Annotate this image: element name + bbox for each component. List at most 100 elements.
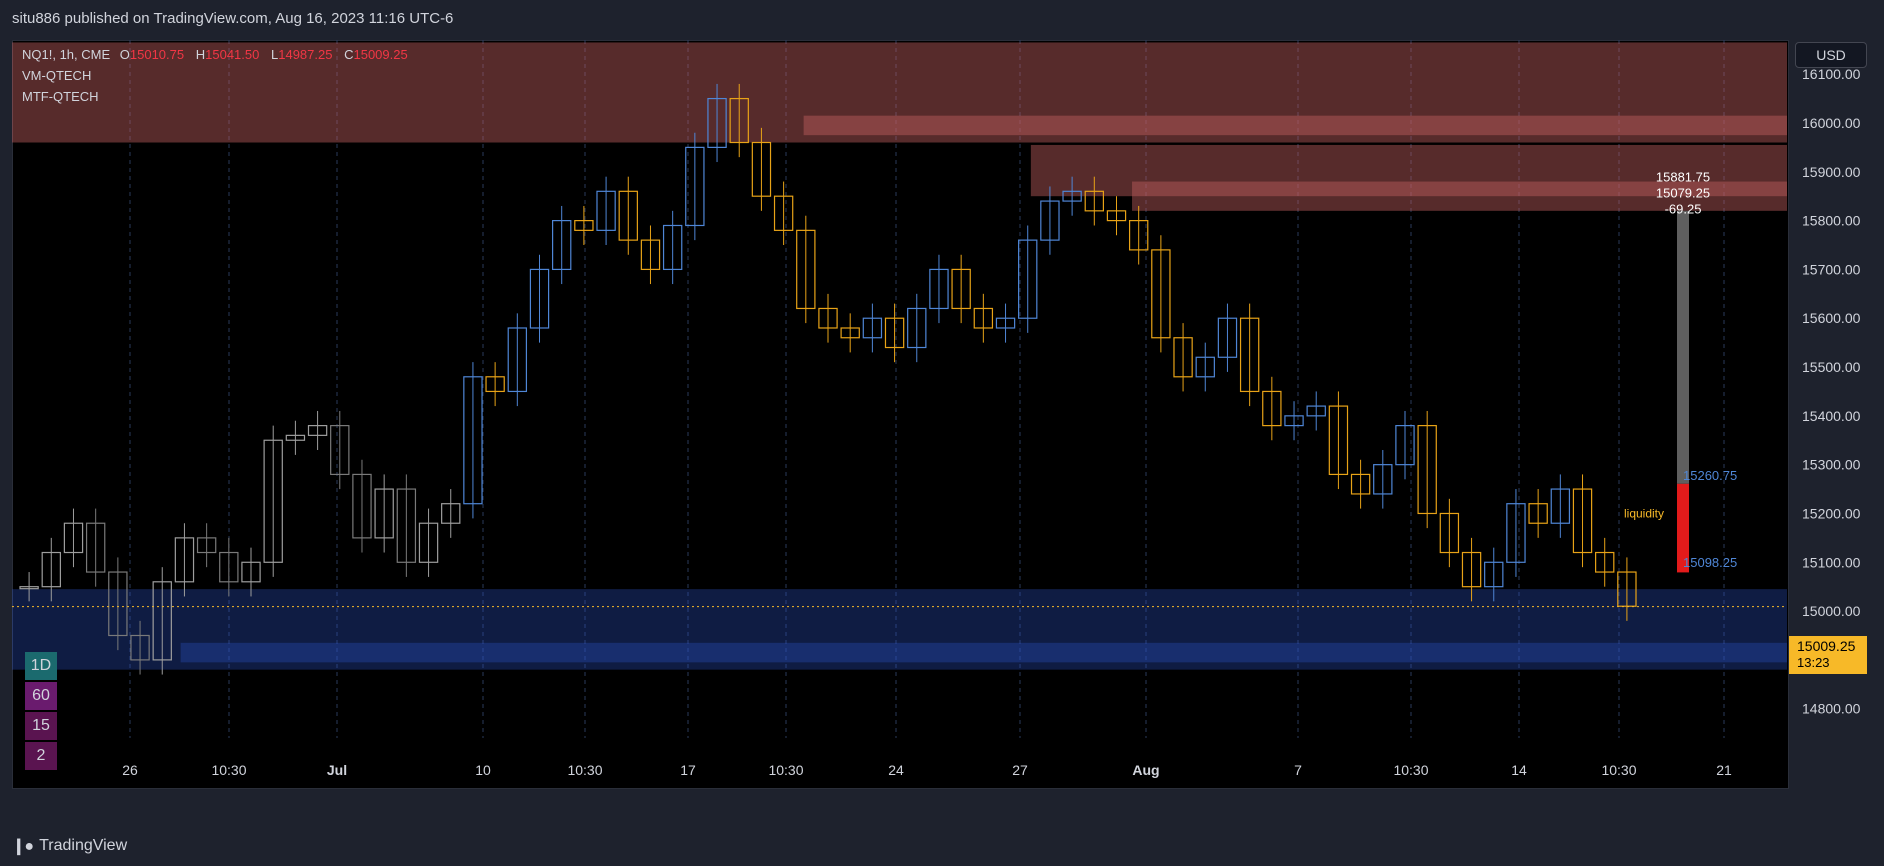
candle-body [552,220,572,271]
candle-body [63,522,84,554]
candle-body [241,561,261,583]
x-axis-tick-label: 10:30 [1393,762,1428,778]
candle-body [973,307,994,329]
candle-body [1239,317,1260,393]
indicator-mtf-qtech[interactable]: MTF-QTECH [22,89,99,104]
supply-zone [803,115,1787,136]
candle-body [1084,190,1104,212]
candle-body [529,268,550,329]
measure-bar-red [1677,483,1689,573]
candle-body [19,586,39,590]
publication-info: situ886 published on TradingView.com, Au… [12,10,454,27]
y-axis-tick-label: 15300.00 [1802,457,1861,473]
candle-body [1617,571,1637,607]
y-axis-tick-label: 16000.00 [1802,115,1861,131]
candle-body [463,376,483,505]
y-axis-tick-label: 15600.00 [1802,310,1861,326]
candle-body [1106,210,1127,222]
candle-body [729,97,749,144]
x-axis-tick-label: 27 [1012,762,1028,778]
indicator-vm-qtech[interactable]: VM-QTECH [22,68,92,83]
x-axis-tick-label: Aug [1132,762,1159,778]
y-axis-tick-label: 15900.00 [1802,164,1861,180]
footer: ❙● TradingView [0,828,1884,866]
ohlc-close-value: 15009.25 [353,47,408,62]
measure-bar-gray [1677,210,1689,484]
candle-body [1373,464,1393,495]
y-axis-tick-label: 15700.00 [1802,261,1861,277]
candle-body [640,239,661,271]
candle-body [796,229,816,310]
candle-body [152,581,172,661]
y-axis-tick-label: 15400.00 [1802,408,1861,424]
candle-body [507,327,528,393]
candle-body [1417,425,1437,515]
supply-zone [1030,144,1787,197]
chart-legend: NQ1!, 1h, CME O15010.75 H15041.50 L14987… [22,44,416,107]
x-axis-tick-label: Jul [327,762,347,778]
candle-body [285,434,306,441]
candle-body [330,425,350,476]
demand-zone [180,642,1787,663]
supply-zone [1132,181,1787,211]
candlestick-chart[interactable]: 26 10:30 Jul 10 10:30 17 10:30 24 27 Aug 7 10:30 14 1… [12,40,1868,790]
candle-body [1195,356,1215,378]
candle-body [85,522,106,573]
candle-body [1262,390,1282,427]
timeframe-15: 15 [25,712,57,740]
candle-body [130,634,150,661]
candle-body [1461,551,1482,588]
x-axis-tick-label: 17 [680,762,696,778]
candle-body [840,327,860,339]
measure-readout: 15079.25 [1656,185,1710,200]
candle-body [1040,200,1060,241]
measure-readout: -69.25 [1665,201,1702,216]
ohlc-close-key: C [344,47,354,62]
measure-top-label: 15260.75 [1683,468,1737,483]
y-axis-tick-label: 15000.00 [1802,603,1861,619]
x-axis-tick-label: 10:30 [567,762,602,778]
ohlc-low-value: 14987.25 [278,47,333,62]
candle-body [1439,512,1460,554]
chart-area[interactable] [12,40,1789,789]
candle-body [1350,473,1371,495]
candle-body [1395,425,1415,466]
liquidity-annotation: liquidity [1624,506,1664,520]
x-axis-tick-label: 24 [888,762,904,778]
ohlc-open-value: 15010.75 [129,47,185,62]
candle-body [1528,503,1548,524]
candle-body [1128,220,1149,251]
candle-body [263,439,283,563]
measure-readout: 15881.75 [1656,169,1710,184]
bar-countdown: 13:23 [1797,655,1830,670]
y-axis-tick-label: 15100.00 [1802,554,1861,570]
candle-body [108,571,128,637]
x-axis-tick-label: 26 [122,762,138,778]
candle-body [1506,503,1526,563]
timeframe-15-label: 15 [32,717,50,734]
symbol-row[interactable]: NQ1!, 1h, CME O15010.75 H15041.50 L14987… [22,44,416,65]
x-axis-tick-label: 7 [1294,762,1302,778]
y-axis-tick-label: 15800.00 [1802,213,1861,229]
y-axis-tick-label: 14800.00 [1802,701,1861,717]
symbol-info[interactable]: NQ1!, 1h, CME [22,47,111,62]
candle-body [196,537,217,554]
timeframe-2-label: 2 [36,747,46,764]
candle-body [618,190,638,241]
candle-body [862,317,883,339]
candle-body [1595,551,1615,573]
supply-zone [12,42,1787,143]
candle-body [174,537,195,583]
candle-body [418,522,439,563]
tradingview-logo[interactable]: ❙● TradingView [12,836,127,856]
candle-body [441,503,461,524]
candle-body [1284,415,1304,427]
candle-body [396,488,417,563]
candle-body [1018,239,1038,319]
candle-body [773,195,794,231]
y-axis-tick-label: 15200.00 [1802,505,1861,521]
currency-button[interactable]: USD [1795,42,1867,68]
candle-body [995,317,1016,329]
timeframe-1d-label: 1D [30,657,52,674]
candle-body [352,473,372,539]
